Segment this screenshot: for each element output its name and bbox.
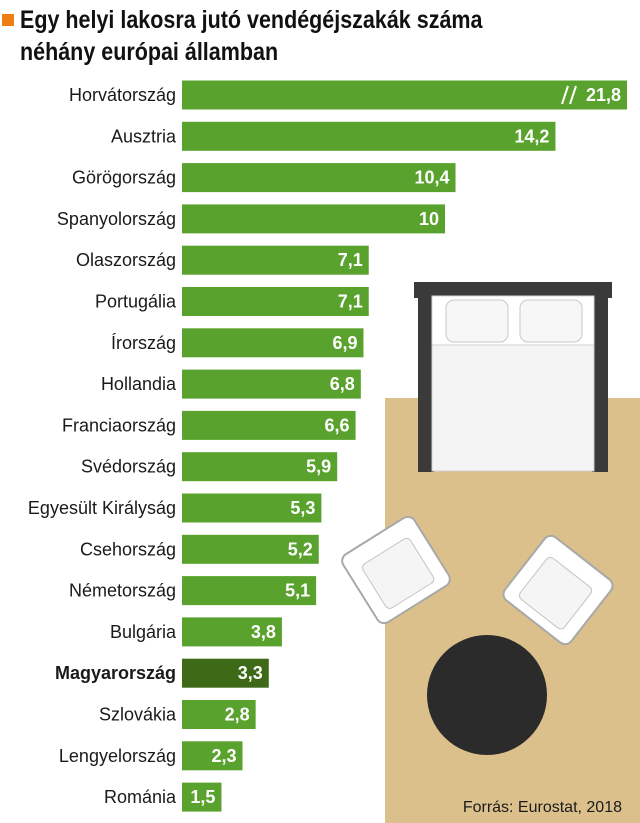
bar-16 <box>182 741 243 771</box>
category-label-7: Hollandia <box>101 374 177 394</box>
source-note: Forrás: Eurostat, 2018 <box>462 799 622 816</box>
axis-break-mark <box>561 85 577 105</box>
bar-8 <box>182 410 356 440</box>
category-label-4: Olaszország <box>76 250 176 270</box>
value-label-5: 7,1 <box>338 292 363 312</box>
category-label-3: Spanyolország <box>57 209 176 229</box>
bar-14 <box>182 658 269 688</box>
value-label-6: 6,9 <box>332 333 357 353</box>
value-label-14: 3,3 <box>238 663 263 683</box>
bar-5 <box>182 287 369 316</box>
bed-icon <box>414 282 612 472</box>
category-label-2: Görögország <box>72 168 176 188</box>
bar-0 <box>182 80 627 110</box>
chart-title: Egy helyi lakosra jutó vendégéjszakák sz… <box>20 6 483 66</box>
bedroom-illustration <box>341 282 640 823</box>
value-label-13: 3,8 <box>251 622 276 642</box>
bar-12 <box>182 576 317 606</box>
value-label-12: 5,1 <box>285 581 310 601</box>
value-label-9: 5,9 <box>306 457 331 477</box>
category-label-12: Németország <box>69 581 176 601</box>
category-label-17: Románia <box>104 787 177 807</box>
category-label-13: Bulgária <box>110 622 177 642</box>
category-label-8: Franciaország <box>62 415 176 435</box>
bar-17 <box>182 782 222 812</box>
category-label-10: Egyesült Királyság <box>28 498 176 518</box>
category-label-9: Svédország <box>81 457 176 477</box>
bar-13 <box>182 617 282 647</box>
value-label-2: 10,4 <box>414 168 449 188</box>
category-label-14: Magyarország <box>55 663 176 683</box>
value-label-4: 7,1 <box>338 250 363 270</box>
bar-15 <box>182 700 256 729</box>
value-label-10: 5,3 <box>290 498 315 518</box>
bar-3 <box>182 204 445 234</box>
bar-9 <box>182 452 338 482</box>
bars: Horvátország 21,8 Ausztria 14,2 Görögország 1… <box>28 80 627 812</box>
value-label-7: 6,8 <box>330 374 355 394</box>
round-table-icon <box>427 635 547 755</box>
bar-10 <box>182 493 322 523</box>
bar-11 <box>182 534 319 564</box>
armchair-left-icon <box>341 515 451 625</box>
value-label-1: 14,2 <box>514 126 549 146</box>
bar-2 <box>182 163 456 193</box>
value-label-16: 2,3 <box>211 746 236 766</box>
value-label-11: 5,2 <box>288 539 313 559</box>
category-label-15: Szlovákia <box>99 705 177 725</box>
value-label-8: 6,6 <box>325 415 350 435</box>
bar-7 <box>182 369 361 399</box>
armchair-right-icon <box>502 534 614 646</box>
bar-1 <box>182 121 556 151</box>
category-label-16: Lengyelország <box>59 746 176 766</box>
category-label-6: Írország <box>111 333 176 353</box>
category-label-5: Portugália <box>95 292 177 312</box>
category-label-11: Csehország <box>80 539 176 559</box>
value-label-3: 10 <box>419 209 439 229</box>
category-label-1: Ausztria <box>111 126 177 146</box>
title-marker <box>2 14 14 26</box>
bar-4 <box>182 245 369 275</box>
category-label-0: Horvátország <box>69 85 176 105</box>
value-label-17: 1,5 <box>190 787 215 807</box>
bar-6 <box>182 328 364 358</box>
value-label-15: 2,8 <box>225 705 250 725</box>
value-label-0: 21,8 <box>586 85 621 105</box>
